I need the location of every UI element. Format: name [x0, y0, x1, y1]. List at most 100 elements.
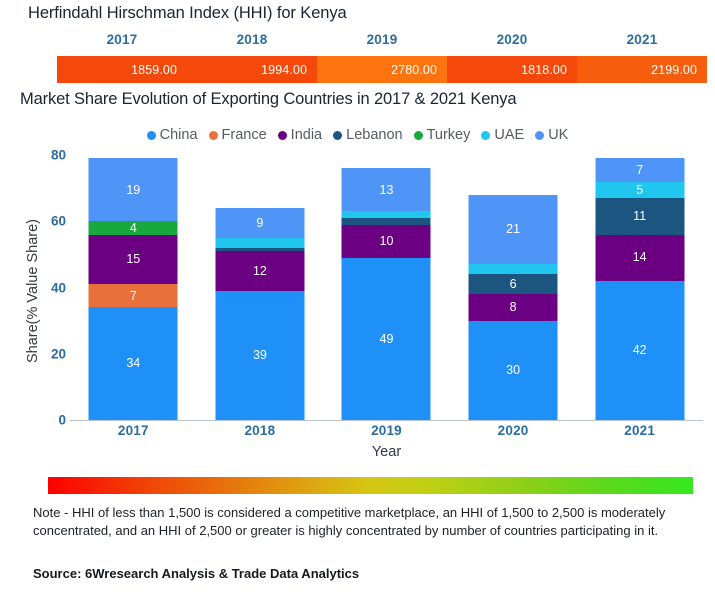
y-axis-tick-label: 80 [50, 147, 66, 163]
chart-plot-area: Share(% Value Share) 0 20 40 60 80 34 7 15 4 19 3… [0, 148, 715, 460]
bar-segment-india[interactable]: 14 [595, 234, 685, 281]
legend-swatch-icon [146, 130, 156, 140]
hhi-value-cell: 2199.00 [577, 56, 707, 83]
y-axis-tick-label: 60 [50, 213, 66, 229]
legend-item-label: UK [548, 127, 569, 143]
stacked-bar[interactable]: 39 12 9 [215, 208, 305, 420]
legend-item-label: UAE [494, 127, 525, 143]
hhi-year-label: 2018 [236, 32, 268, 47]
bar-segment-uae[interactable] [341, 211, 431, 218]
legend-item-label: France [221, 127, 267, 143]
bar-segment-uk[interactable]: 7 [595, 158, 685, 182]
bar-segment-uae[interactable] [468, 264, 558, 275]
legend-item-china[interactable]: China [146, 127, 198, 143]
hhi-value-cell: 1994.00 [187, 56, 317, 83]
bar-segment-uae[interactable]: 5 [595, 181, 685, 199]
hhi-value-cell: 1859.00 [57, 56, 187, 83]
legend-swatch-icon [277, 130, 287, 140]
bar-segment-value: 7 [636, 162, 644, 177]
bar-segment-china[interactable]: 30 [468, 320, 558, 420]
concentration-gradient-strip [48, 477, 693, 494]
bar-group: 34 7 15 4 19 39 12 9 49 10 13 30 8 6 21 42 14 11 5 7 [70, 155, 703, 420]
bar-segment-value: 5 [636, 182, 644, 197]
x-axis-labels: 2017 2018 2019 2020 2021 [70, 423, 703, 438]
page-title: Herfindahl Hirschman Index (HHI) for Ken… [28, 4, 347, 22]
legend-item-uae[interactable]: UAE [481, 127, 524, 143]
bar-segment-india[interactable]: 12 [215, 251, 305, 291]
bar-segment-turkey[interactable]: 4 [88, 221, 178, 235]
bar-segment-value: 49 [379, 331, 394, 346]
bar-segment-uae[interactable] [215, 237, 305, 248]
legend-item-turkey[interactable]: Turkey [413, 127, 471, 143]
legend-item-label: Lebanon [346, 127, 403, 143]
stacked-bar[interactable]: 49 10 13 [341, 168, 431, 420]
legend-swatch-icon [413, 130, 423, 140]
bar-segment-china[interactable]: 34 [88, 307, 178, 420]
legend-item-label: India [290, 127, 323, 143]
x-axis-tick-label: 2018 [244, 423, 276, 438]
legend-item-label: China [159, 127, 198, 143]
hhi-year-label: 2020 [496, 32, 528, 47]
bar-segment-uk[interactable]: 19 [88, 158, 178, 222]
chart-subtitle: Market Share Evolution of Exporting Coun… [20, 90, 517, 108]
y-axis-tick-label: 40 [50, 280, 66, 295]
bar-segment-lebanon[interactable]: 11 [595, 198, 685, 235]
bar-segment-value: 42 [632, 343, 647, 358]
hhi-value-cell: 2780.00 [317, 56, 447, 83]
bar-segment-value: 19 [126, 182, 141, 197]
bar-segment-lebanon[interactable] [215, 247, 305, 252]
bar-segment-value: 11 [633, 209, 647, 224]
bar-segment-lebanon[interactable] [341, 217, 431, 225]
legend-swatch-icon [535, 130, 545, 140]
hhi-value-bar: 1859.00 1994.00 2780.00 1818.00 2199.00 [57, 56, 707, 83]
x-axis-tick-label: 2020 [497, 423, 529, 438]
bar-segment-uk[interactable]: 21 [468, 194, 558, 265]
y-axis-ticks: 0 20 40 60 80 [30, 148, 66, 428]
legend-item-france[interactable]: France [208, 127, 267, 143]
bar-slot: 30 8 6 21 [450, 155, 577, 420]
bar-segment-value: 34 [126, 356, 141, 371]
stacked-bar[interactable]: 34 7 15 4 19 [88, 158, 178, 420]
stacked-bar[interactable]: 42 14 11 5 7 [595, 158, 685, 420]
bar-segment-value: 39 [252, 348, 267, 363]
hhi-year-label: 2021 [626, 32, 658, 47]
bar-segment-value: 21 [506, 222, 521, 237]
bar-segment-value: 10 [379, 233, 394, 248]
hhi-value-cell: 1818.00 [447, 56, 577, 83]
bar-segment-value: 30 [506, 363, 521, 378]
y-axis-tick-label: 20 [50, 346, 66, 362]
bar-slot: 42 14 11 5 7 [576, 155, 703, 420]
x-axis-tick-label: 2019 [371, 423, 402, 438]
bar-segment-value: 14 [632, 250, 647, 265]
bar-segment-india[interactable]: 15 [88, 234, 178, 285]
bar-segment-uk[interactable]: 13 [341, 168, 431, 212]
bar-segment-value: 15 [126, 252, 141, 267]
x-axis-tick-label: 2021 [624, 423, 656, 438]
bar-segment-value: 12 [252, 263, 267, 278]
bar-segment-value: 8 [509, 300, 517, 315]
legend-swatch-icon [481, 130, 491, 140]
legend-swatch-icon [333, 130, 343, 140]
footer-source: Source: 6Wresearch Analysis & Trade Data… [33, 566, 360, 581]
bar-segment-france[interactable]: 7 [88, 284, 178, 308]
bar-segment-lebanon[interactable]: 6 [468, 274, 558, 295]
legend-item-lebanon[interactable]: Lebanon [333, 127, 403, 143]
bar-segment-india[interactable]: 10 [341, 224, 431, 258]
bar-slot: 49 10 13 [323, 155, 450, 420]
legend-item-india[interactable]: India [277, 127, 323, 143]
bar-segment-india[interactable]: 8 [468, 294, 558, 321]
hhi-year-header: 2017 2018 2019 2020 2021 [57, 32, 707, 47]
bar-segment-uk[interactable]: 9 [215, 208, 305, 238]
y-axis-tick-label: 0 [58, 412, 66, 428]
x-axis-line [70, 420, 703, 421]
bar-segment-china[interactable]: 39 [215, 290, 305, 420]
bar-segment-value: 7 [129, 288, 137, 303]
legend-item-uk[interactable]: UK [535, 127, 568, 143]
bar-slot: 39 12 9 [197, 155, 324, 420]
legend-item-label: Turkey [426, 127, 471, 143]
bar-segment-china[interactable]: 42 [595, 280, 685, 420]
bar-segment-china[interactable]: 49 [341, 257, 431, 420]
stacked-bar[interactable]: 30 8 6 21 [468, 194, 558, 420]
bar-segment-value: 6 [509, 276, 517, 291]
x-axis-tick-label: 2017 [117, 423, 149, 438]
